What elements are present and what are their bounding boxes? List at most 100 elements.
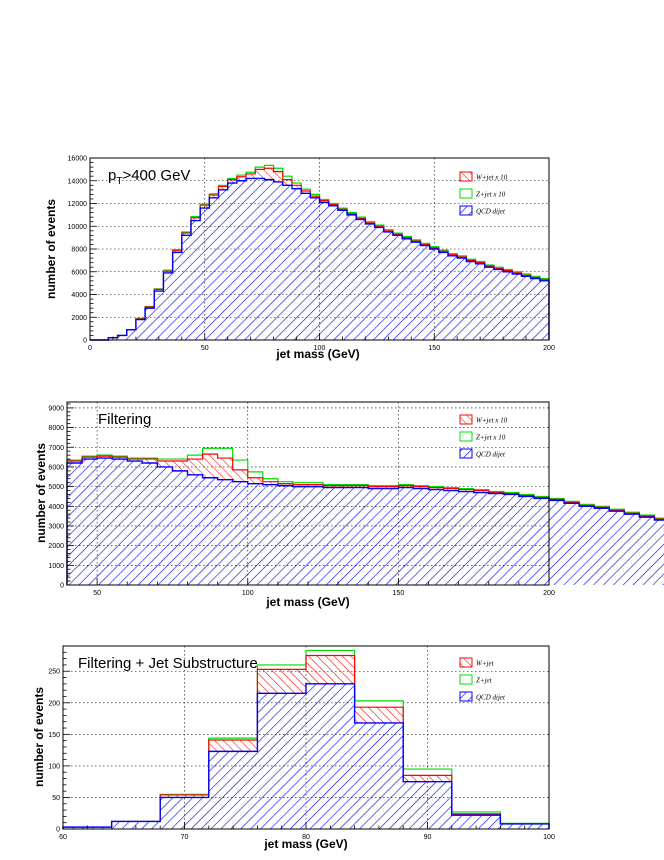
y-tick-label: 7000: [48, 445, 64, 452]
bar-qcd-dijet: [282, 185, 292, 340]
bar-w-jet: [403, 775, 452, 782]
bar-z-jet: [451, 811, 501, 814]
legend-swatch: [459, 171, 473, 182]
bar-qcd-dijet: [67, 463, 83, 585]
bar-z-jet: [208, 738, 258, 741]
bar-qcd-dijet: [154, 291, 164, 340]
y-axis-label: number of events: [34, 443, 48, 543]
bar-qcd-dijet: [126, 329, 136, 340]
panel-title: Filtering: [98, 411, 151, 428]
legend: W+jet Z+jet QCD dijet: [459, 657, 506, 702]
bar-qcd-dijet: [353, 487, 369, 585]
bar-w-jet: [353, 485, 369, 488]
bar-qcd-dijet: [117, 335, 127, 340]
bar-w-jet: [398, 485, 414, 488]
bar-w-jet: [257, 669, 306, 694]
bar-w-jet: [163, 271, 173, 273]
legend-label: QCD dijet: [476, 451, 506, 459]
bar-qcd-dijet: [135, 319, 146, 340]
bar-w-jet: [368, 486, 384, 489]
y-tick-label: 16000: [68, 156, 88, 163]
bar-qcd-dijet: [142, 463, 158, 585]
bar-w-jet: [218, 186, 228, 190]
x-tick-label: 100: [242, 590, 254, 597]
y-tick-label: 6000: [71, 269, 87, 276]
bar-w-jet: [236, 176, 247, 181]
bar-qcd-dijet: [257, 693, 306, 829]
y-tick-label: 100: [48, 763, 60, 770]
bar-qcd-dijet: [209, 197, 219, 340]
bar-qcd-dijet: [172, 470, 188, 585]
bar-z-jet: [257, 664, 306, 670]
x-tick-label: 50: [93, 590, 101, 597]
bar-w-jet: [127, 459, 143, 462]
bar-w-jet: [227, 179, 237, 184]
bar-qcd-dijet: [337, 210, 348, 340]
bar-qcd-dijet: [564, 503, 580, 585]
series-line-qcd-dijet: [66, 457, 664, 585]
bar-w-jet: [190, 217, 201, 221]
series-line-qcd-dijet: [90, 177, 550, 341]
bar-w-jet: [172, 461, 188, 471]
y-tick-label: 2000: [71, 315, 87, 322]
bar-qcd-dijet: [97, 458, 113, 585]
bar-z-jet: [202, 448, 218, 455]
bar-qcd-dijet: [466, 261, 476, 340]
bar-qcd-dijet: [512, 274, 522, 340]
bar-qcd-dijet: [458, 491, 474, 585]
bar-qcd-dijet: [127, 461, 143, 585]
bar-w-jet: [291, 185, 302, 189]
panel-title: Filtering + Jet Substructure: [78, 655, 258, 672]
bar-z-jet: [264, 165, 274, 169]
bar-qcd-dijet: [493, 269, 504, 340]
y-tick-label: 5000: [48, 484, 64, 491]
panel-2: 50 100 150 20001000200030004000500060007000…: [34, 401, 664, 609]
bar-w-jet: [82, 457, 98, 460]
bar-qcd-dijet: [190, 220, 201, 340]
x-axis-label: jet mass (GeV): [265, 595, 349, 609]
bar-z-jet: [306, 650, 355, 656]
bar-qcd-dijet: [181, 235, 191, 340]
bar-z-jet: [273, 168, 283, 172]
bar-qcd-dijet: [594, 508, 610, 585]
bar-qcd-dijet: [310, 197, 320, 340]
legend-swatch: [459, 448, 473, 459]
y-tick-label: 9000: [48, 405, 64, 412]
bar-qcd-dijet: [187, 474, 203, 585]
bar-qcd-dijet: [232, 481, 248, 585]
legend-swatch: [459, 691, 473, 702]
bar-qcd-dijet: [530, 278, 540, 340]
bar-qcd-dijet: [145, 308, 155, 340]
legend: W+jet x 10 Z+jet x 10 QCD dijet: [459, 414, 508, 459]
bar-z-jet: [354, 700, 404, 708]
bar-w-jet: [273, 171, 283, 182]
bar-w-jet: [319, 200, 329, 203]
x-tick-label: 200: [543, 590, 555, 597]
y-tick-label: 1000: [48, 563, 64, 570]
bar-qcd-dijet: [217, 479, 233, 585]
bar-z-jet: [277, 481, 293, 484]
legend-swatch: [459, 205, 473, 216]
bar-qcd-dijet: [428, 489, 444, 585]
bar-w-jet: [458, 489, 474, 492]
y-tick-label: 0: [56, 827, 60, 834]
bar-qcd-dijet: [383, 231, 393, 340]
legend-swatch: [459, 674, 473, 685]
bar-z-jet: [247, 471, 263, 478]
bar-w-jet: [264, 168, 274, 180]
bar-qcd-dijet: [448, 255, 458, 340]
bar-w-jet: [157, 461, 173, 467]
bar-w-jet: [246, 173, 256, 179]
legend-swatch: [459, 657, 473, 668]
panel-3: 60 70 80 90 100 0 50 100 150 200 250 jet mass (GeV)…: [32, 645, 555, 851]
bar-qcd-dijet: [484, 267, 494, 340]
bar-z-jet: [291, 183, 302, 186]
bar-qcd-dijet: [533, 498, 549, 585]
bar-w-jet: [443, 488, 459, 491]
bar-qcd-dijet: [218, 189, 228, 340]
x-tick-label: 150: [428, 345, 440, 352]
legend-label: W+jet x 10: [476, 174, 508, 182]
bar-qcd-dijet: [609, 511, 625, 585]
bar-w-jet: [160, 794, 209, 798]
y-tick-label: 10000: [68, 224, 88, 231]
